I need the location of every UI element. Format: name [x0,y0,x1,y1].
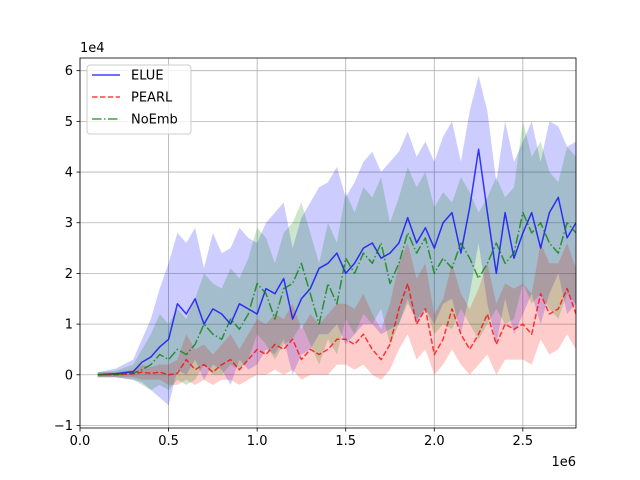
x-tick-label: 2.5 [513,434,534,449]
legend-box [86,64,192,135]
y-tick-label: −1 [54,419,73,434]
y-axis-ticks: −1 0 1 2 3 4 5 6 [54,64,80,434]
legend: ELUE PEARL NoEmb [86,64,192,135]
series-lines [97,148,576,376]
x-tick-label: 1.0 [247,434,268,449]
x-axis-ticks: 0.0 0.5 1.0 1.5 2.0 2.5 [70,428,534,449]
y-tick-label: 1 [65,318,73,333]
series-line-noemb [97,211,576,376]
x-tick-label: 2.0 [424,434,445,449]
y-tick-label: 3 [65,216,73,231]
band-elue [97,75,576,406]
x-tick-label: 1.5 [335,434,356,449]
y-tick-label: 2 [65,267,73,282]
plot-frame [79,57,577,429]
y-tick-label: 0 [65,368,73,383]
band-noemb [97,121,576,391]
confidence-bands [97,75,576,406]
y-axis-offset-label: 1e4 [80,41,105,56]
y-tick-label: 6 [65,64,73,79]
y-tick-label: 4 [65,166,73,181]
x-tick-label: 0.5 [158,434,179,449]
legend-label-pearl: PEARL [131,91,173,106]
y-tick-label: 5 [65,115,73,130]
band-pearl [97,243,576,385]
legend-label-elue: ELUE [131,69,164,84]
x-tick-label: 0.0 [70,434,91,449]
series-line-elue [97,148,576,376]
x-axis-offset-label: 1e6 [551,455,576,470]
legend-label-noemb: NoEmb [131,113,178,128]
series-line-pearl [97,282,576,376]
